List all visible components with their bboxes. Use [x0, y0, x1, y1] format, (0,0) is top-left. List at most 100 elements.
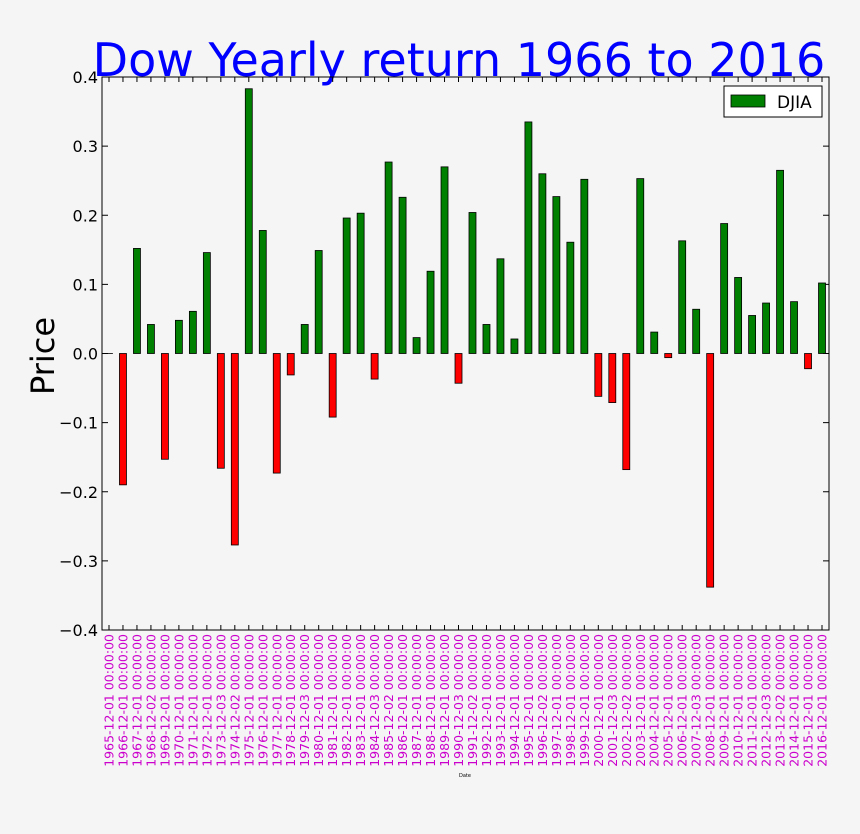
- bar-2004: [650, 331, 659, 354]
- bar-1995: [524, 121, 533, 354]
- y-tick-label: 0.4: [73, 68, 98, 87]
- bar-1998: [566, 241, 575, 354]
- x-tick-label: 2012-12-03 00:00:00: [759, 634, 774, 767]
- bar-2000: [594, 353, 603, 397]
- y-axis-label: Price: [24, 317, 62, 395]
- bars: [105, 88, 826, 588]
- bar-1985: [384, 161, 393, 354]
- bar-2013: [776, 169, 784, 354]
- x-tick-label: 2000-12-01 00:00:00: [591, 634, 606, 767]
- bar-1988: [426, 270, 435, 354]
- y-tick-label: −0.4: [59, 621, 98, 640]
- x-tick-label: 1970-12-01 00:00:00: [171, 634, 186, 767]
- x-tick-label: 2002-12-02 00:00:00: [619, 634, 634, 767]
- x-tick-label: 2006-12-01 00:00:00: [675, 634, 690, 767]
- x-tick-label: 2003-12-01 00:00:00: [633, 634, 648, 767]
- x-tick-label: 1967-12-01 00:00:00: [129, 634, 144, 767]
- y-tick-label: −0.3: [59, 552, 98, 571]
- x-tick-label: 2005-12-01 00:00:00: [661, 634, 676, 767]
- plot-frame: [101, 76, 830, 631]
- bar-2015: [804, 353, 812, 370]
- x-tick-label: 1975-12-01 00:00:00: [241, 634, 256, 767]
- x-tick-label: 1976-12-01 00:00:00: [255, 634, 270, 767]
- x-tick-label: 1980-12-01 00:00:00: [311, 634, 326, 767]
- bar-1989: [440, 166, 449, 354]
- bar-1969: [161, 353, 169, 460]
- x-tick-label: 1983-12-01 00:00:00: [353, 634, 368, 767]
- x-tick-label: 1988-12-01 00:00:00: [423, 634, 438, 767]
- y-tick-label: 0.0: [73, 345, 98, 364]
- y-axis-ticks: −0.4 −0.3 −0.2 −0.1 0.0 0.1 0.2 0.3 0.4: [59, 68, 829, 640]
- legend-swatch-djia: [730, 94, 766, 108]
- x-tick-label: 1984-12-03 00:00:00: [367, 634, 382, 767]
- x-tick-label: 1992-12-01 00:00:00: [479, 634, 494, 767]
- bar-2005: [664, 353, 673, 359]
- x-tick-label: 1985-12-02 00:00:00: [381, 634, 396, 767]
- y-tick-label: −0.1: [59, 414, 98, 433]
- bar-2014: [790, 301, 798, 354]
- bar-1991: [468, 212, 477, 354]
- bar-1983: [356, 212, 365, 354]
- x-tick-label: 2013-12-02 00:00:00: [773, 634, 788, 767]
- x-tick-label: 1999-12-01 00:00:00: [577, 634, 592, 767]
- bar-1973: [216, 353, 225, 469]
- x-tick-label: 1974-12-02 00:00:00: [227, 634, 242, 767]
- bar-1972: [202, 252, 211, 354]
- bar-1979: [300, 324, 309, 354]
- x-tick-label: 1978-12-01 00:00:00: [283, 634, 298, 767]
- x-tick-label: 1997-12-01 00:00:00: [549, 634, 564, 767]
- bar-1976: [258, 230, 267, 354]
- y-tick-label: 0.2: [73, 206, 98, 225]
- bar-2002: [622, 353, 631, 471]
- bar-1977: [272, 353, 281, 474]
- bar-1971: [188, 310, 197, 354]
- x-tick-label: 2001-12-03 00:00:00: [605, 634, 620, 767]
- x-tick-label: 1969-12-01 00:00:00: [157, 634, 172, 767]
- bar-1974: [230, 353, 239, 546]
- bar-2016: [818, 282, 826, 354]
- bar-2011: [748, 315, 757, 354]
- y-tick-label: 0.1: [73, 275, 98, 294]
- legend: DJIA: [723, 85, 823, 118]
- x-tick-label: 1966-12-01 00:00:00: [115, 634, 130, 767]
- x-tick-label: 2007-12-03 00:00:00: [689, 634, 704, 767]
- y-tick-label: −0.2: [59, 483, 98, 502]
- x-tick-label: 1996-12-02 00:00:00: [535, 634, 550, 767]
- bar-2007: [692, 308, 701, 354]
- bar-2012: [762, 302, 770, 354]
- bar-2010: [734, 277, 743, 354]
- bar-1982: [342, 217, 351, 354]
- bar-1984: [370, 353, 379, 380]
- bar-1981: [328, 353, 337, 418]
- x-tick-label: 2004-12-01 00:00:00: [647, 634, 662, 767]
- bar-1993: [496, 258, 505, 354]
- x-tick-label: 1979-12-03 00:00:00: [297, 634, 312, 767]
- bar-1967: [133, 248, 141, 354]
- x-tick-label: 1989-12-01 00:00:00: [437, 634, 452, 767]
- x-tick-label: 1968-12-02 00:00:00: [143, 634, 158, 767]
- bar-1997: [552, 196, 561, 354]
- bar-1980: [314, 250, 323, 354]
- y-tick-label: 0.3: [73, 137, 98, 156]
- bar-1996: [538, 173, 547, 354]
- x-tick-label: 2016-12-01 00:00:00: [815, 634, 830, 767]
- x-tick-label: 1972-12-01 00:00:00: [199, 634, 214, 767]
- x-tick-label: 1995-12-01 00:00:00: [521, 634, 536, 767]
- x-tick-label: 2008-12-01 00:00:00: [703, 634, 718, 767]
- x-tick-label: 1991-12-02 00:00:00: [465, 634, 480, 767]
- bar-1999: [580, 178, 589, 354]
- legend-label-djia: DJIA: [777, 93, 812, 113]
- x-tick-label: 2010-12-01 00:00:00: [731, 634, 746, 767]
- x-tick-label: 2014-12-01 00:00:00: [787, 634, 802, 767]
- x-tick-label: 1973-12-03 00:00:00: [213, 634, 228, 767]
- bar-2001: [608, 353, 617, 403]
- x-tick-label: 2015-12-01 00:00:00: [801, 634, 816, 767]
- bar-1994: [510, 338, 519, 354]
- x-axis-label: Date: [459, 773, 471, 779]
- bar-1986: [398, 196, 407, 354]
- bar-1978: [286, 353, 295, 376]
- x-tick-label: 1982-12-01 00:00:00: [339, 634, 354, 767]
- x-tick-label: 2011-12-01 00:00:00: [745, 634, 760, 767]
- bar-1966: [119, 353, 127, 486]
- bar-1990: [454, 353, 463, 384]
